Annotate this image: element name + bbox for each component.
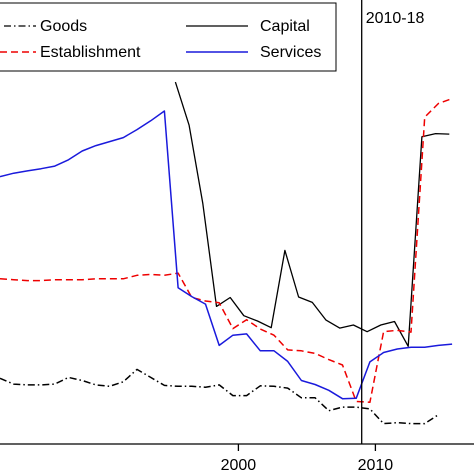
legend-label-services: Services: [260, 44, 321, 61]
x-tick-label: 2000: [221, 457, 257, 474]
legend-label-goods: Goods: [40, 18, 87, 35]
annotation-label: 2010-18: [366, 10, 425, 27]
series-layer: [0, 81, 453, 425]
annotation-layer: 2010-18: [361, 0, 425, 444]
legend-label-capital: Capital: [260, 18, 310, 35]
x-tick-label: 2010: [358, 457, 394, 474]
series-line-services: [0, 110, 453, 400]
series-line-establishment: [0, 97, 453, 404]
x-axis-ticks: 2000 2010: [221, 444, 394, 474]
series-line-capital: [174, 81, 450, 347]
legend-box: [0, 2, 337, 72]
series-line-goods: [0, 368, 439, 425]
legend-label-establishment: Establishment: [40, 44, 141, 61]
legend: Goods Capital Establishment Services: [0, 2, 337, 72]
